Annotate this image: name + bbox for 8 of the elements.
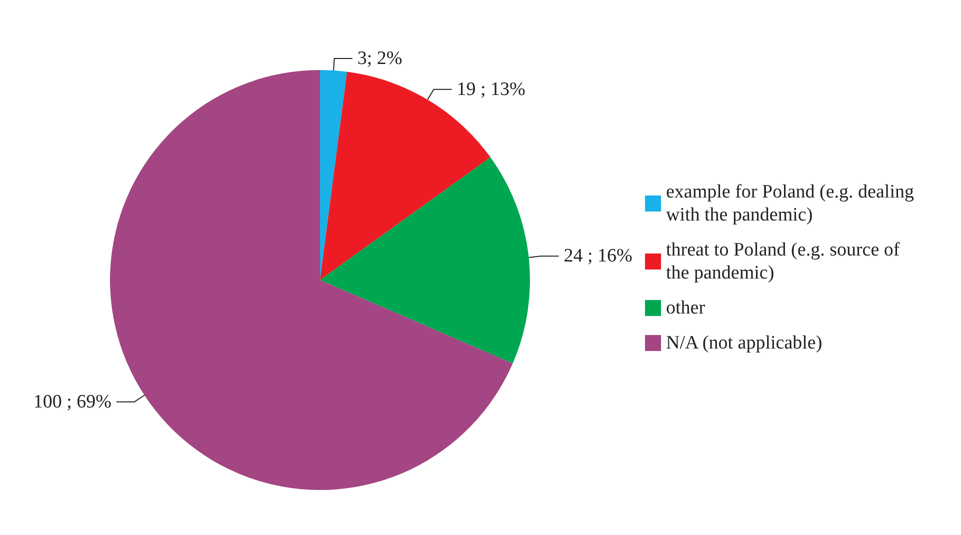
data-label: 100 ; 69% bbox=[33, 391, 112, 412]
legend-label: threat to Poland (e.g. source of the pandemic) bbox=[666, 240, 904, 284]
legend-label: other bbox=[666, 298, 706, 318]
legend-label: example for Poland (e.g. dealing with the pandemic) bbox=[666, 182, 919, 226]
data-label: 3; 2% bbox=[357, 48, 402, 69]
data-label: 24 ; 16% bbox=[564, 246, 632, 267]
data-label: 19 ; 13% bbox=[456, 78, 526, 100]
legend-label: N/A (not applicable) bbox=[666, 332, 822, 354]
